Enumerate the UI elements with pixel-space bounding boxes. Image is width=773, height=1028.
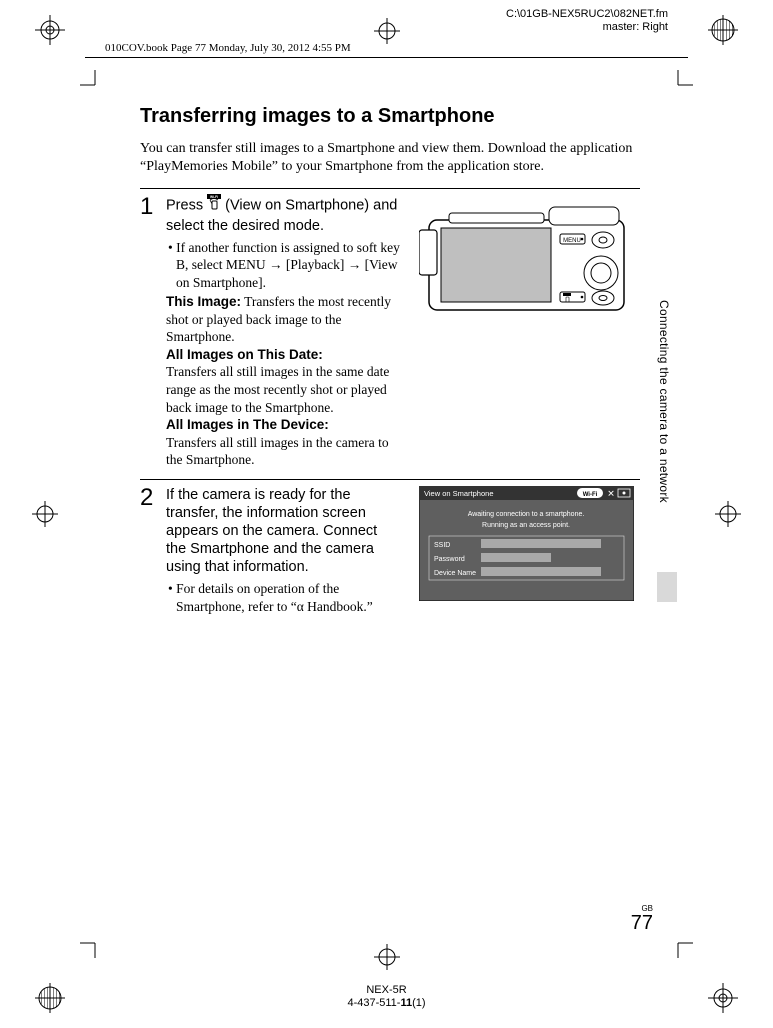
step-1-head-pre: Press xyxy=(166,198,207,214)
label-device: All Images in The Device: xyxy=(166,417,329,432)
step-1-heading: Press Wi-Fi (View on Smartphone) and sel… xyxy=(166,195,401,234)
step-2: 2 If the camera is ready for the transfe… xyxy=(140,479,640,618)
svg-text:SSID: SSID xyxy=(434,542,450,549)
svg-text:MENU: MENU xyxy=(563,238,581,244)
step-1-number: 1 xyxy=(140,195,158,468)
section-tab-marker xyxy=(657,572,677,602)
reg-mark-right xyxy=(715,501,741,527)
page-number: GB 77 xyxy=(631,905,653,934)
crop-mark-bl xyxy=(80,928,110,958)
step-1: 1 Press Wi-Fi (View on Smartphone) and s… xyxy=(140,188,640,468)
master-side: master: Right xyxy=(506,21,668,34)
step-2-bullet: • For details on operation of the Smartp… xyxy=(166,580,401,615)
header-rule xyxy=(85,57,688,58)
svg-text:Device Name: Device Name xyxy=(434,570,476,577)
step-1-this-date: All Images on This Date: Transfers all st… xyxy=(166,346,401,416)
reg-mark-left xyxy=(32,501,58,527)
reg-mark-tr xyxy=(708,15,738,45)
intro-text: You can transfer still images to a Smart… xyxy=(140,140,640,176)
footer-code-bold: 11 xyxy=(400,997,412,1009)
step-2-heading: If the camera is ready for the transfer,… xyxy=(166,486,401,577)
file-path: C:\01GB-NEX5RUC2\082NET.fm xyxy=(506,8,668,21)
svg-text:Running as an access point.: Running as an access point. xyxy=(482,522,570,529)
step-1-bullet: • If another function is assigned to sof… xyxy=(166,239,401,292)
desc-this-date: Transfers all still images in the same d… xyxy=(166,364,389,414)
label-this-date: All Images on This Date: xyxy=(166,347,323,362)
reg-mark-tl xyxy=(35,15,65,45)
svg-text:Password: Password xyxy=(434,556,465,563)
crop-mark-tl xyxy=(80,70,110,100)
section-tab-label: Connecting the camera to a network xyxy=(657,300,671,503)
footer-code-post: (1) xyxy=(412,997,425,1009)
footer-meta: NEX-5R 4-437-511-11(1) xyxy=(0,984,773,1010)
crop-mark-tr xyxy=(663,70,693,100)
svg-text:Awaiting connection to a smart: Awaiting connection to a smartphone. xyxy=(468,511,585,518)
book-info: 010COV.book Page 77 Monday, July 30, 201… xyxy=(105,42,351,54)
step-2-number: 2 xyxy=(140,486,158,618)
svg-text:Wi-Fi: Wi-Fi xyxy=(583,492,598,498)
step-1-device: All Images in The Device: Transfers all s… xyxy=(166,416,401,469)
label-this-image: This Image: xyxy=(166,294,241,309)
desc-device: Transfers all still images in the camera… xyxy=(166,435,389,468)
footer-code-pre: 4-437-511- xyxy=(347,997,400,1009)
wifi-phone-icon: Wi-Fi xyxy=(207,194,221,215)
svg-text:✕: ✕ xyxy=(607,488,615,498)
crop-mark-br xyxy=(663,928,693,958)
page-num-value: 77 xyxy=(631,912,653,934)
screen-title: View on Smartphone xyxy=(424,489,494,498)
reg-mark-top xyxy=(374,18,400,44)
reg-mark-bottom xyxy=(374,944,400,970)
footer-model: NEX-5R xyxy=(0,984,773,997)
page-title: Transferring images to a Smartphone xyxy=(140,105,640,128)
header-meta: C:\01GB-NEX5RUC2\082NET.fm master: Right xyxy=(506,8,668,34)
footer-code: 4-437-511-11(1) xyxy=(0,997,773,1010)
camera-diagram: MENU xyxy=(419,195,634,468)
step-1-this-image: This Image: Transfers the most recently … xyxy=(166,293,401,346)
info-screen: View on Smartphone Wi-Fi ✕ Awaiting conn… xyxy=(419,486,634,618)
